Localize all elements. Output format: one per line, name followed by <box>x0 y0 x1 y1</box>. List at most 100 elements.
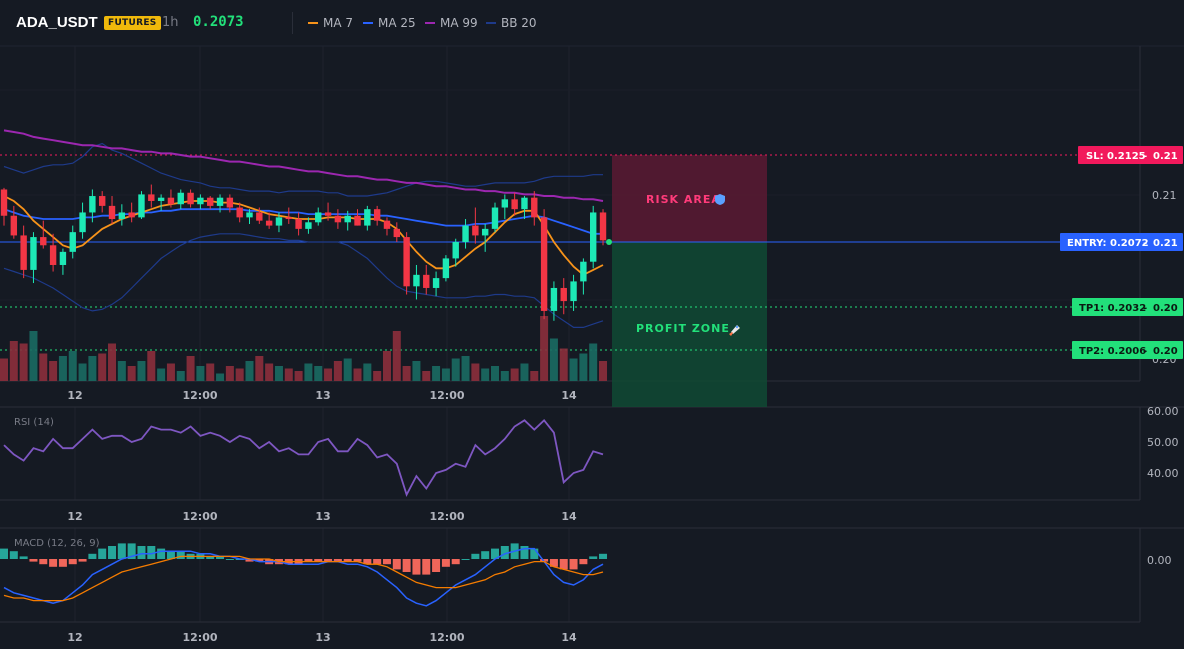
tp2-tag[interactable]: TP2: 0.2006 - 0.20 <box>1072 341 1183 359</box>
bb-lower-line <box>3 233 604 328</box>
macd-x-tick-12: 12 <box>67 631 82 644</box>
candle-30 <box>295 212 302 236</box>
volume-bar-59 <box>579 353 588 381</box>
legend-ma7[interactable]: MA 7 <box>308 16 353 30</box>
candle-body-43 <box>423 274 430 288</box>
volume-bar-33 <box>324 368 333 381</box>
candle-48 <box>472 207 479 244</box>
candle-53 <box>521 196 528 220</box>
macd-title: MACD (12, 26, 9) <box>14 538 100 549</box>
volume-bar-28 <box>274 366 283 381</box>
tp1-tag[interactable]: TP1: 0.2032 - 0.20 <box>1072 298 1183 316</box>
macd-hist-54 <box>530 548 539 559</box>
sl-tag[interactable]: SL: 0.2125 - 0.21 <box>1078 146 1183 164</box>
entry-tag-label: ENTRY: 0.2072 <box>1067 238 1149 249</box>
candle-body-37 <box>364 209 371 226</box>
volume-bar-13 <box>127 366 136 381</box>
candle-body-49 <box>481 228 489 236</box>
candle-body-26 <box>256 212 263 221</box>
volume-bar-50 <box>491 366 499 381</box>
candle-42 <box>413 264 420 300</box>
candle-19 <box>187 189 194 208</box>
ma25-line <box>3 208 603 235</box>
symbol-name[interactable]: ADA_USDT <box>16 14 98 31</box>
macd-hist-35 <box>343 559 352 562</box>
candle-20 <box>197 194 204 210</box>
macd-hist-48 <box>471 553 480 559</box>
x-axis-macd: 12 12:00 13 12:00 14 <box>67 631 577 644</box>
macd-hist-13 <box>127 543 136 559</box>
ma99-line <box>3 129 604 202</box>
volume-bar-54 <box>530 371 539 381</box>
macd-hist-14 <box>137 546 146 559</box>
volume-bar-22 <box>216 373 225 381</box>
macd-hist-10 <box>98 548 107 559</box>
last-price-dot <box>606 239 613 245</box>
candle-32 <box>315 207 322 226</box>
candle-body-10 <box>99 196 106 206</box>
candle-23 <box>226 194 234 213</box>
legend-ma25[interactable]: MA 25 <box>363 16 416 30</box>
timeframe-label[interactable]: 1h <box>162 15 179 30</box>
candle-body-7 <box>69 232 76 252</box>
entry-tag[interactable]: ENTRY: 0.2072 - 0.21 <box>1060 233 1183 251</box>
risk-area-zone[interactable] <box>612 155 767 242</box>
sl-tag-sep: - <box>1143 151 1147 162</box>
macd-hist-4 <box>39 559 48 565</box>
volume-bar-4 <box>39 353 48 381</box>
macd-hist-57 <box>559 559 568 570</box>
candle-15 <box>148 184 155 208</box>
candle-40 <box>393 222 400 242</box>
macd-hist-2 <box>19 556 28 559</box>
candle-5 <box>49 233 57 272</box>
volume-bar-1 <box>9 341 18 381</box>
volume-bar-53 <box>520 363 529 381</box>
volume-bar-60 <box>589 343 598 381</box>
candle-45 <box>442 255 450 282</box>
macd-hist-11 <box>108 546 117 559</box>
macd-hist-38 <box>373 559 382 565</box>
candle-26 <box>256 207 263 224</box>
volume-bar-51 <box>500 371 509 381</box>
bollinger-bands <box>3 142 604 328</box>
legend-bb20[interactable]: BB 20 <box>486 16 537 30</box>
rsi-x-tick-14: 14 <box>561 510 577 523</box>
legend-ma99[interactable]: MA 99 <box>425 16 478 30</box>
candle-47 <box>462 219 469 249</box>
candle-21 <box>207 196 214 210</box>
candle-body-4 <box>40 237 47 246</box>
candle-11 <box>108 196 116 224</box>
macd-hist-34 <box>333 559 342 562</box>
macd-hist-36 <box>353 559 362 562</box>
x-tick-1200a: 12:00 <box>182 389 217 402</box>
volume-bar-5 <box>49 361 58 381</box>
macd-hist-43 <box>422 559 431 575</box>
volume-bar-52 <box>510 368 519 381</box>
profit-zone[interactable] <box>612 242 767 407</box>
candle-body-50 <box>491 207 499 229</box>
candle-body-6 <box>59 251 67 265</box>
ma25-swatch <box>363 22 373 24</box>
candle-38 <box>373 205 381 226</box>
volume-bars <box>0 316 608 381</box>
candle-10 <box>99 191 106 213</box>
candle-16 <box>157 194 165 211</box>
candle-28 <box>275 212 283 233</box>
volume-bar-21 <box>206 363 215 381</box>
candle-50 <box>491 202 499 233</box>
macd-hist-41 <box>402 559 411 572</box>
macd-hist-18 <box>176 551 185 559</box>
candle-body-47 <box>462 225 469 242</box>
candle-39 <box>383 217 391 236</box>
volume-bar-44 <box>432 366 441 381</box>
macd-hist-59 <box>579 559 588 565</box>
candle-body-55 <box>540 217 548 311</box>
candle-body-59 <box>580 261 587 282</box>
candle-body-56 <box>550 287 558 311</box>
macd-hist-5 <box>49 559 58 567</box>
candle-body-25 <box>246 212 253 218</box>
candle-body-35 <box>344 215 351 223</box>
volume-bar-46 <box>451 358 460 381</box>
candlesticks[interactable] <box>0 184 613 321</box>
